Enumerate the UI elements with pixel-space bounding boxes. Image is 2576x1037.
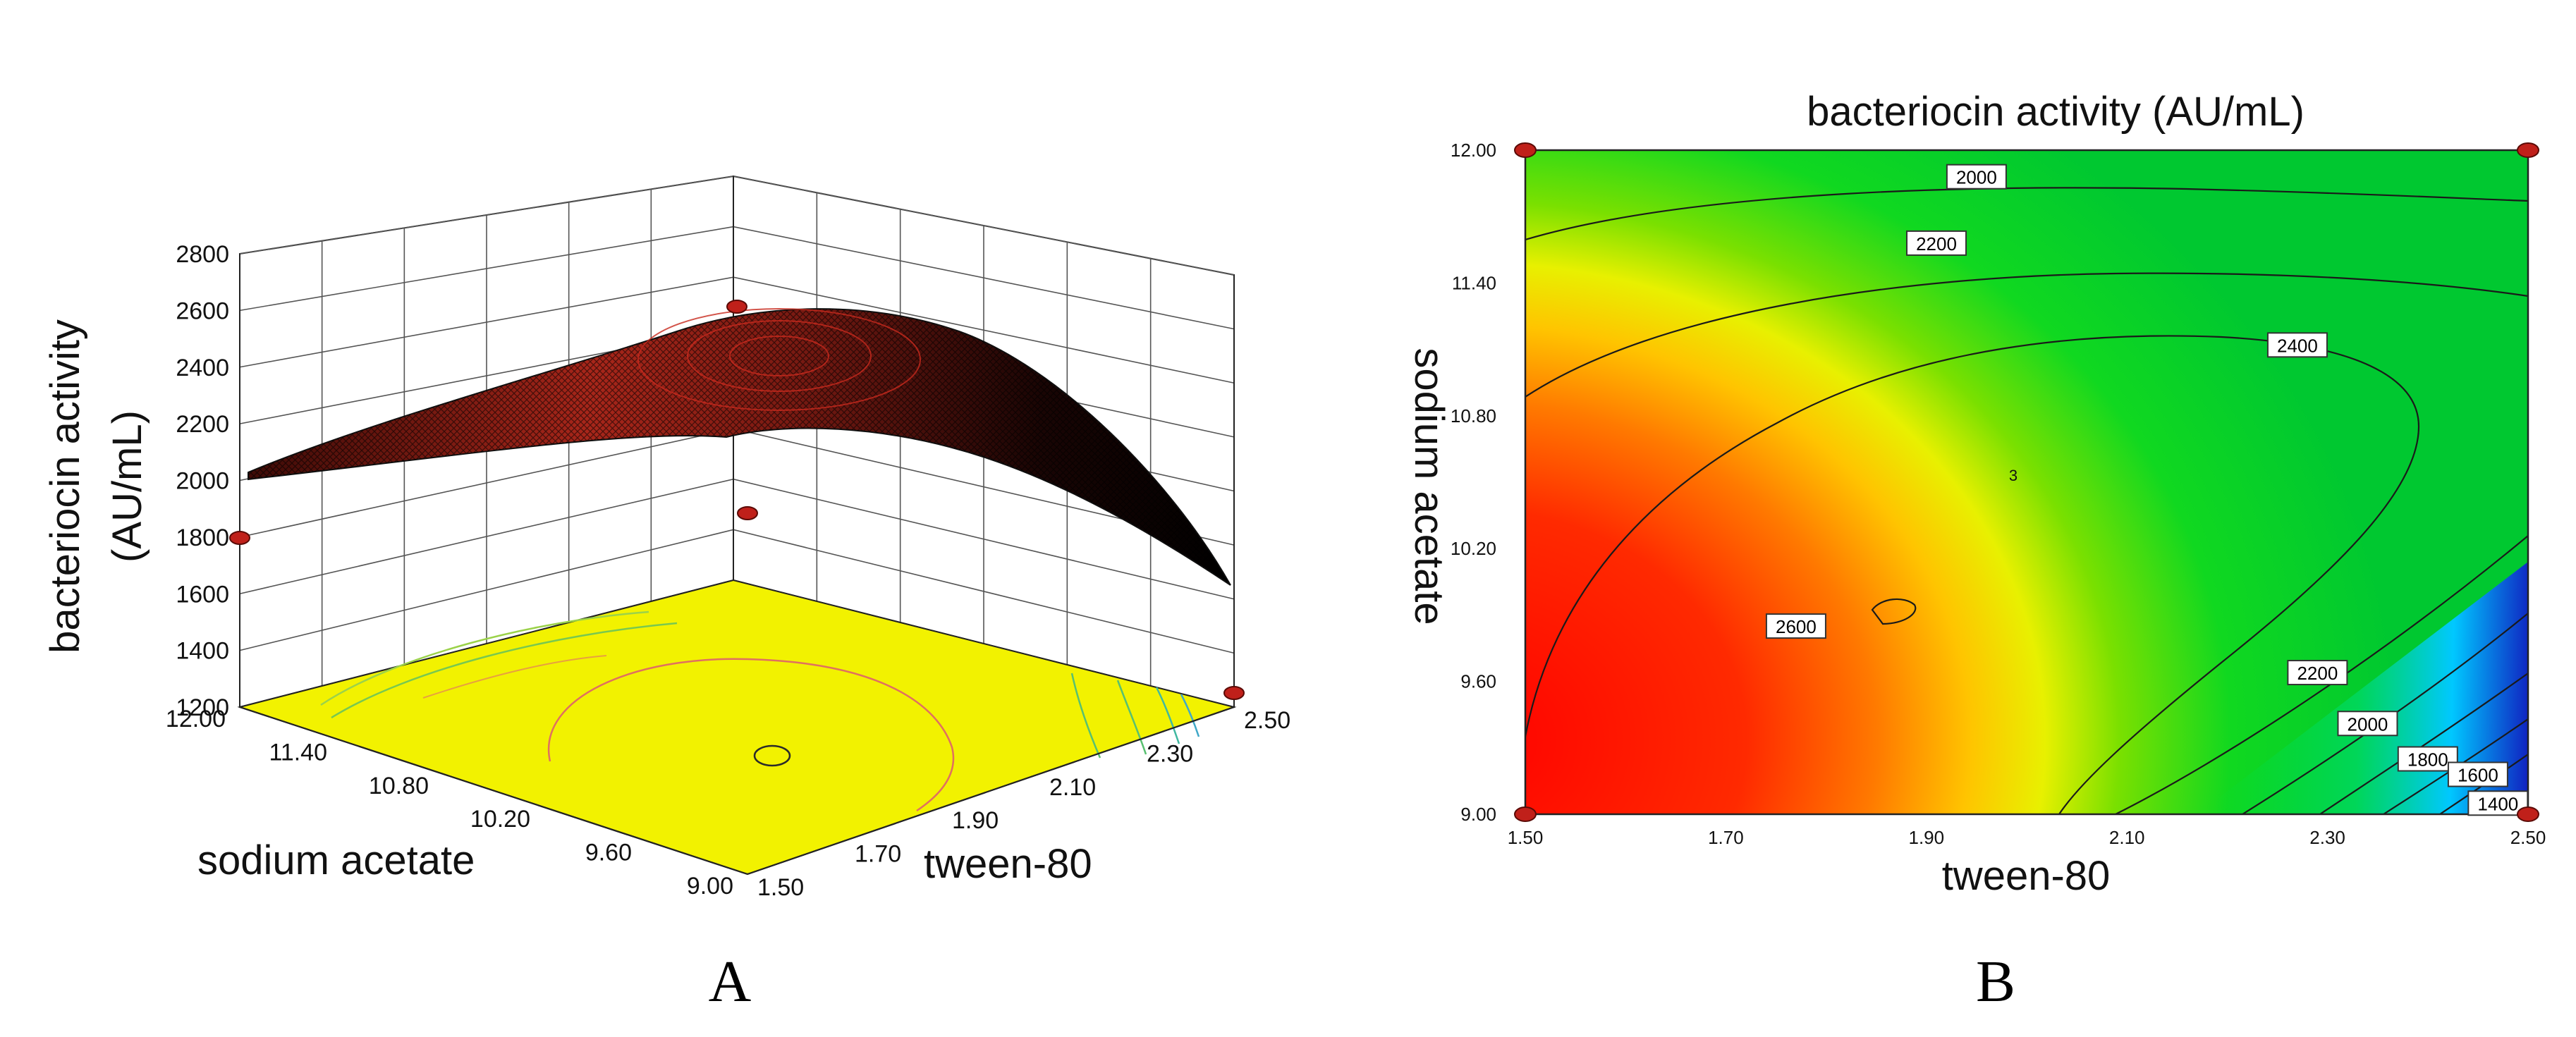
contour-label-box [2337,711,2398,737]
z-tick-label: 2000 [176,468,229,495]
z-tick-label: 2600 [176,297,229,324]
x-tick-label: 2.30 [2309,827,2345,848]
contour-label: 1600 [2458,764,2498,785]
panel-a-zlabel-line2: (AU/mL) [104,410,150,563]
x-tick-label: 1.90 [952,807,999,834]
z-tick-label: 2800 [176,241,229,268]
design-point [1223,686,1245,700]
contour-label-box [1946,164,2007,190]
z-tick-label: 1200 [176,694,229,721]
x-tick-label: 1.90 [1908,827,1944,848]
contour-plot: bacteriocin activity (AU/mL) 3 200022002… [1406,89,2546,1014]
plot-frame [1524,149,2529,816]
panel-a-xlabel: tween-80 [924,841,1092,887]
panel-a-ylabel: sodium acetate [197,837,475,883]
design-point [2517,806,2539,822]
y-axis-edge [239,706,748,876]
contour-label-box [2266,332,2328,358]
contour-label-box [2397,746,2458,772]
y-tick-label: 10.80 [369,773,429,799]
x-tick-label: 2.50 [2510,827,2546,848]
y-tick-label: 12.00 [166,706,226,732]
x-tick-label: 2.10 [2109,827,2145,848]
design-point [1514,806,1537,822]
contour-label-box [1906,230,1967,256]
panel-a-design-points [229,300,1245,700]
center-point-marker: 3 [2009,467,2018,484]
design-point [2517,142,2539,158]
contour-label: 2200 [1916,233,1957,254]
contour-label: 1400 [2477,793,2518,814]
x-tick-label: 1.50 [757,874,804,901]
z-tick-label: 1600 [176,581,229,608]
surface-mesh [248,309,1231,585]
panel-b-tick-labels: 1.50 1.70 1.90 2.10 2.30 2.50 9.00 9.60 10.20 10.… [1451,140,2546,848]
x-axis-edge [747,706,1235,876]
y-tick-label: 10.20 [470,806,530,833]
design-point [726,300,747,314]
panel-a-zlabel-line1: bacteriocin activity [42,319,88,654]
z-tick-label: 2400 [176,355,229,381]
y-tick-label: 10.80 [1451,405,1496,427]
y-tick-label: 9.60 [585,840,632,866]
x-tick-label: 2.50 [1244,707,1290,734]
design-point [737,506,758,520]
x-tick-label: 1.50 [1508,827,1544,848]
y-tick-label: 9.00 [687,873,733,900]
y-tick-label: 9.60 [1460,671,1496,692]
floor-contours [320,610,1200,812]
contour-label-box [2447,761,2508,787]
y-tick-label: 12.00 [1451,140,1496,161]
contour-label: 2000 [1956,167,1997,188]
panel-a-tick-labels: 1200 1400 1600 1800 2000 2200 2400 2600 2800 9.00… [166,241,1290,901]
design-point [229,531,250,545]
contour-label: 2600 [1776,616,1817,637]
contour-label-box [1765,613,1826,639]
contour-label: 2000 [2348,713,2388,735]
y-tick-label: 11.40 [1452,272,1496,293]
contour-label: 2400 [2277,335,2318,356]
panel-b-design-points [1514,142,2539,822]
z-tick-label: 2200 [176,411,229,438]
z-tick-label: 1800 [176,524,229,551]
contour-label-box [2287,660,2348,686]
contour-label: 2200 [2297,663,2338,684]
x-tick-label: 1.70 [1708,827,1744,848]
design-point [1514,142,1537,158]
contour-label: 1800 [2407,749,2448,771]
surface-highlight-rings [637,308,921,411]
panel-b-title: bacteriocin activity (AU/mL) [1807,89,2305,135]
y-tick-label: 11.40 [269,739,327,766]
panel-b-ylabel: sodium acetate [1406,348,1452,625]
panel-b-xlabel: tween-80 [1942,853,2111,899]
panel-b-label: B [1976,949,2015,1014]
surface-3d-plot: 1200 1400 1600 1800 2000 2200 2400 2600 2800 9.00… [42,175,1290,1014]
y-tick-label: 9.00 [1460,804,1496,825]
z-tick-label: 1400 [176,638,229,665]
x-tick-label: 2.30 [1147,740,1193,767]
panel-a-label: A [709,949,752,1014]
contour-labels: 2000 2200 2400 2600 2200 2000 1800 1600 1400 [1765,164,2529,816]
x-tick-label: 2.10 [1049,774,1096,801]
y-tick-label: 10.20 [1451,538,1496,559]
x-tick-label: 1.70 [855,841,901,868]
